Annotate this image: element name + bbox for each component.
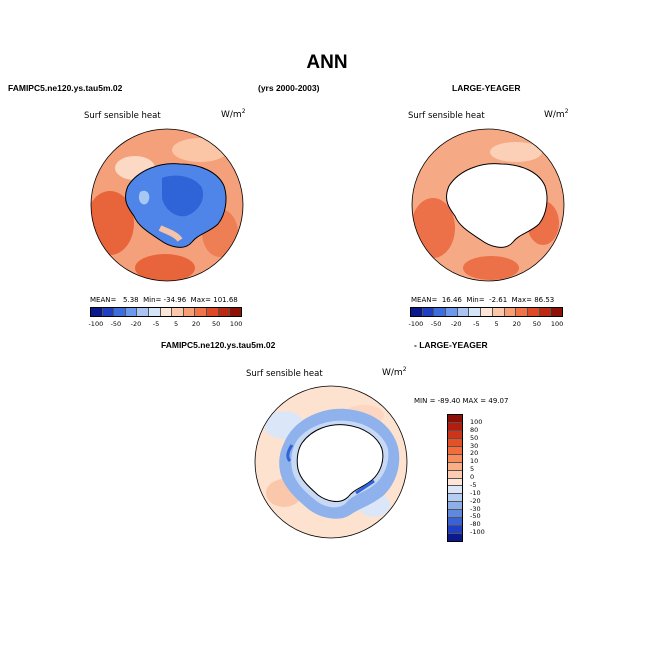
panel1-stats: MEAN= 5.38 Min= -34.96 Max= 101.68: [90, 296, 238, 304]
colorbar-swatch: [527, 308, 540, 316]
colorbar-swatch: [149, 308, 161, 316]
colorbar-swatch: [183, 308, 196, 316]
colorbar-swatch: [516, 308, 528, 316]
colorbar-tick-label: 100: [229, 320, 243, 328]
colorbar-tick-label: 20: [512, 320, 521, 328]
panel2-colorbar-labels: -100 -50 -20 -5 5 20 50 100: [408, 320, 564, 330]
colorbar-tick-label: -50: [430, 320, 442, 328]
colorbar-tick-label: -5: [473, 320, 480, 328]
colorbar-swatch: [504, 308, 517, 316]
colorbar-swatch: [469, 308, 482, 316]
colorbar-tick-label: 100: [470, 417, 483, 426]
diff-model-label: FAMIPC5.ne120.ys.tau5m.02: [161, 340, 276, 350]
page-title: ANN: [306, 52, 348, 73]
colorbar-swatch: [551, 308, 562, 316]
colorbar-swatch: [160, 308, 173, 316]
colorbar-swatch: [218, 308, 231, 316]
colorbar-tick-label: 100: [550, 320, 564, 328]
colorbar-swatch: [448, 486, 462, 495]
model-case-header: FAMIPC5.ne120.ys.tau5m.02: [8, 83, 123, 93]
colorbar-swatch: [492, 308, 505, 316]
colorbar-swatch: [448, 526, 462, 535]
colorbar-tick-label: -50: [470, 512, 481, 521]
colorbar-swatch: [448, 415, 462, 423]
colorbar-tick-label: 10: [470, 457, 479, 466]
difference-polar-map: [254, 385, 408, 539]
colorbar-tick-label: -20: [470, 496, 481, 505]
colorbar-swatch: [125, 308, 138, 316]
colorbar-swatch: [448, 446, 462, 455]
panel1-unit: W/m2: [221, 108, 246, 120]
colorbar-tick-label: 5: [494, 320, 499, 328]
diff-obs-label: - LARGE-YEAGER: [414, 340, 488, 350]
colorbar-swatch: [446, 308, 458, 316]
colorbar-tick-label: 20: [470, 449, 479, 458]
colorbar-swatch: [448, 478, 462, 487]
colorbar-tick-label: -100: [88, 320, 104, 328]
panel2-unit: W/m2: [544, 108, 569, 120]
difference-colorbar: [447, 414, 463, 542]
colorbar-swatch: [230, 308, 241, 316]
colorbar-swatch: [448, 470, 462, 479]
colorbar-swatch: [172, 308, 184, 316]
colorbar-tick-label: 50: [532, 320, 542, 328]
colorbar-swatch: [207, 308, 219, 316]
colorbar-swatch: [91, 308, 103, 316]
colorbar-swatch: [448, 430, 462, 439]
colorbar-tick-label: -80: [470, 520, 481, 529]
colorbar-tick-label: 5: [173, 320, 179, 328]
colorbar-tick-label: -10: [470, 488, 481, 497]
years-header: (yrs 2000-2003): [258, 83, 320, 93]
panel3-unit: W/m2: [382, 366, 407, 378]
colorbar-tick-label: 50: [470, 433, 479, 442]
colorbar-swatch: [448, 494, 462, 503]
colorbar-swatch: [448, 534, 462, 541]
colorbar-swatch: [448, 502, 462, 511]
panel1-variable: Surf sensible heat: [84, 111, 161, 121]
colorbar-swatch: [448, 462, 462, 471]
colorbar-tick-label: 5: [470, 465, 475, 474]
colorbar-tick-label: -20: [450, 320, 462, 328]
panel3-variable: Surf sensible heat: [246, 369, 323, 379]
colorbar-swatch: [137, 308, 150, 316]
colorbar-swatch: [457, 308, 470, 316]
obs-polar-map: [411, 128, 565, 282]
colorbar-swatch: [448, 454, 462, 463]
panel1-colorbar: [90, 307, 242, 317]
colorbar-swatch: [448, 510, 462, 519]
colorbar-swatch: [114, 308, 126, 316]
model-polar-map: [90, 128, 244, 282]
colorbar-swatch: [195, 308, 208, 316]
colorbar-tick-label: 30: [470, 441, 479, 450]
colorbar-swatch: [481, 308, 493, 316]
colorbar-tick-label: -5: [152, 320, 160, 328]
colorbar-tick-label: -100: [408, 320, 424, 328]
colorbar-tick-label: -50: [110, 320, 122, 328]
colorbar-swatch: [539, 308, 552, 316]
colorbar-tick-label: 20: [191, 320, 201, 328]
panel2-colorbar: [410, 307, 563, 317]
colorbar-swatch: [448, 438, 462, 447]
colorbar-swatch: [422, 308, 435, 316]
colorbar-tick-label: -100: [470, 528, 485, 537]
panel2-stats: MEAN= 16.46 Min= -2.61 Max= 86.53: [411, 296, 555, 304]
colorbar-tick-label: 50: [211, 320, 221, 328]
panel2-variable: Surf sensible heat: [408, 111, 485, 121]
obs-header: LARGE-YEAGER: [452, 83, 521, 93]
panel3-minmax: MIN = -89.40 MAX = 49.07: [414, 397, 509, 405]
colorbar-swatch: [102, 308, 115, 316]
colorbar-swatch: [434, 308, 447, 316]
colorbar-tick-label: -30: [470, 504, 481, 513]
colorbar-tick-label: 80: [470, 425, 479, 434]
colorbar-swatch: [448, 518, 462, 527]
colorbar-tick-label: -5: [470, 480, 477, 489]
panel1-colorbar-labels: -100 -50 -20 -5 5 20 50 100: [88, 320, 243, 330]
colorbar-swatch: [411, 308, 423, 316]
colorbar-tick-label: -20: [130, 320, 142, 328]
difference-colorbar-labels: 100 80 50 30 20 10 5 0 -5 -10 -20 -30 -50 -80 -100: [470, 414, 500, 540]
colorbar-swatch: [448, 422, 462, 431]
colorbar-tick-label: 0: [470, 473, 475, 481]
